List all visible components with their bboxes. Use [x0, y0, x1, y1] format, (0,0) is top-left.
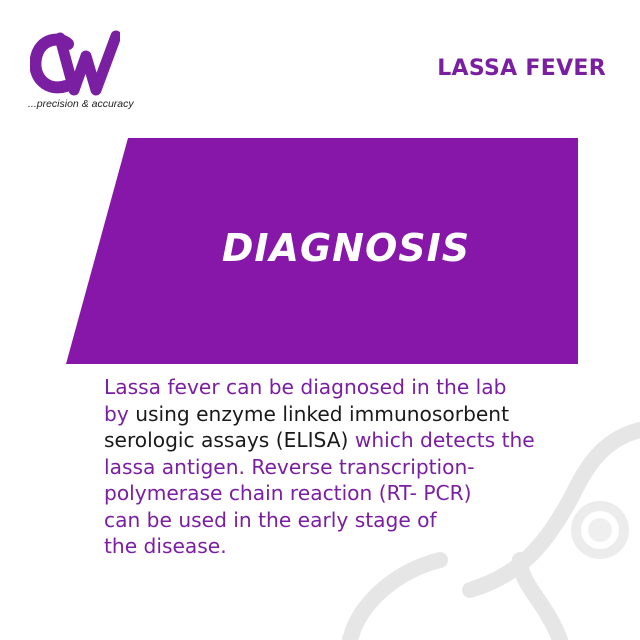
body-text-segment: the disease.: [104, 534, 227, 558]
banner-title: DIAGNOSIS: [221, 226, 471, 270]
brand-logo: ...precision & accuracy: [22, 24, 172, 114]
body-text-segment: lassa antigen. Reverse transcription-: [104, 454, 475, 479]
banner-shape: [66, 138, 578, 364]
body-text-segment: serologic assays (ELISA): [104, 428, 355, 452]
body-text-segment: by: [104, 401, 136, 426]
body-text-segment: can be used in the early stage of: [104, 507, 437, 532]
body-line: by using enzyme linked immunosorbent: [104, 401, 624, 428]
page-title: LASSA FEVER: [437, 56, 606, 81]
body-text-segment: polymerase chain reaction (RT- PCR): [104, 481, 472, 505]
body-line: the disease.: [104, 533, 624, 560]
body-line: polymerase chain reaction (RT- PCR): [104, 480, 624, 507]
body-text-segment: using enzyme linked immunosorbent: [135, 401, 510, 426]
body-line: serologic assays (ELISA) which detects t…: [104, 427, 624, 454]
body-line: Lassa fever can be diagnosed in the lab: [104, 374, 624, 401]
body-line: can be used in the early stage of: [104, 507, 624, 534]
body-text-segment: Lassa fever can be diagnosed in the lab: [104, 375, 507, 399]
brand-tagline: ...precision & accuracy: [28, 98, 134, 110]
body-paragraph: Lassa fever can be diagnosed in the lab b…: [104, 374, 624, 560]
cw-logo-icon: [30, 30, 120, 96]
diagnosis-banner: DIAGNOSIS: [66, 138, 578, 364]
body-line: lassa antigen. Reverse transcription-: [104, 454, 624, 481]
body-text-segment: which detects the: [354, 428, 535, 452]
